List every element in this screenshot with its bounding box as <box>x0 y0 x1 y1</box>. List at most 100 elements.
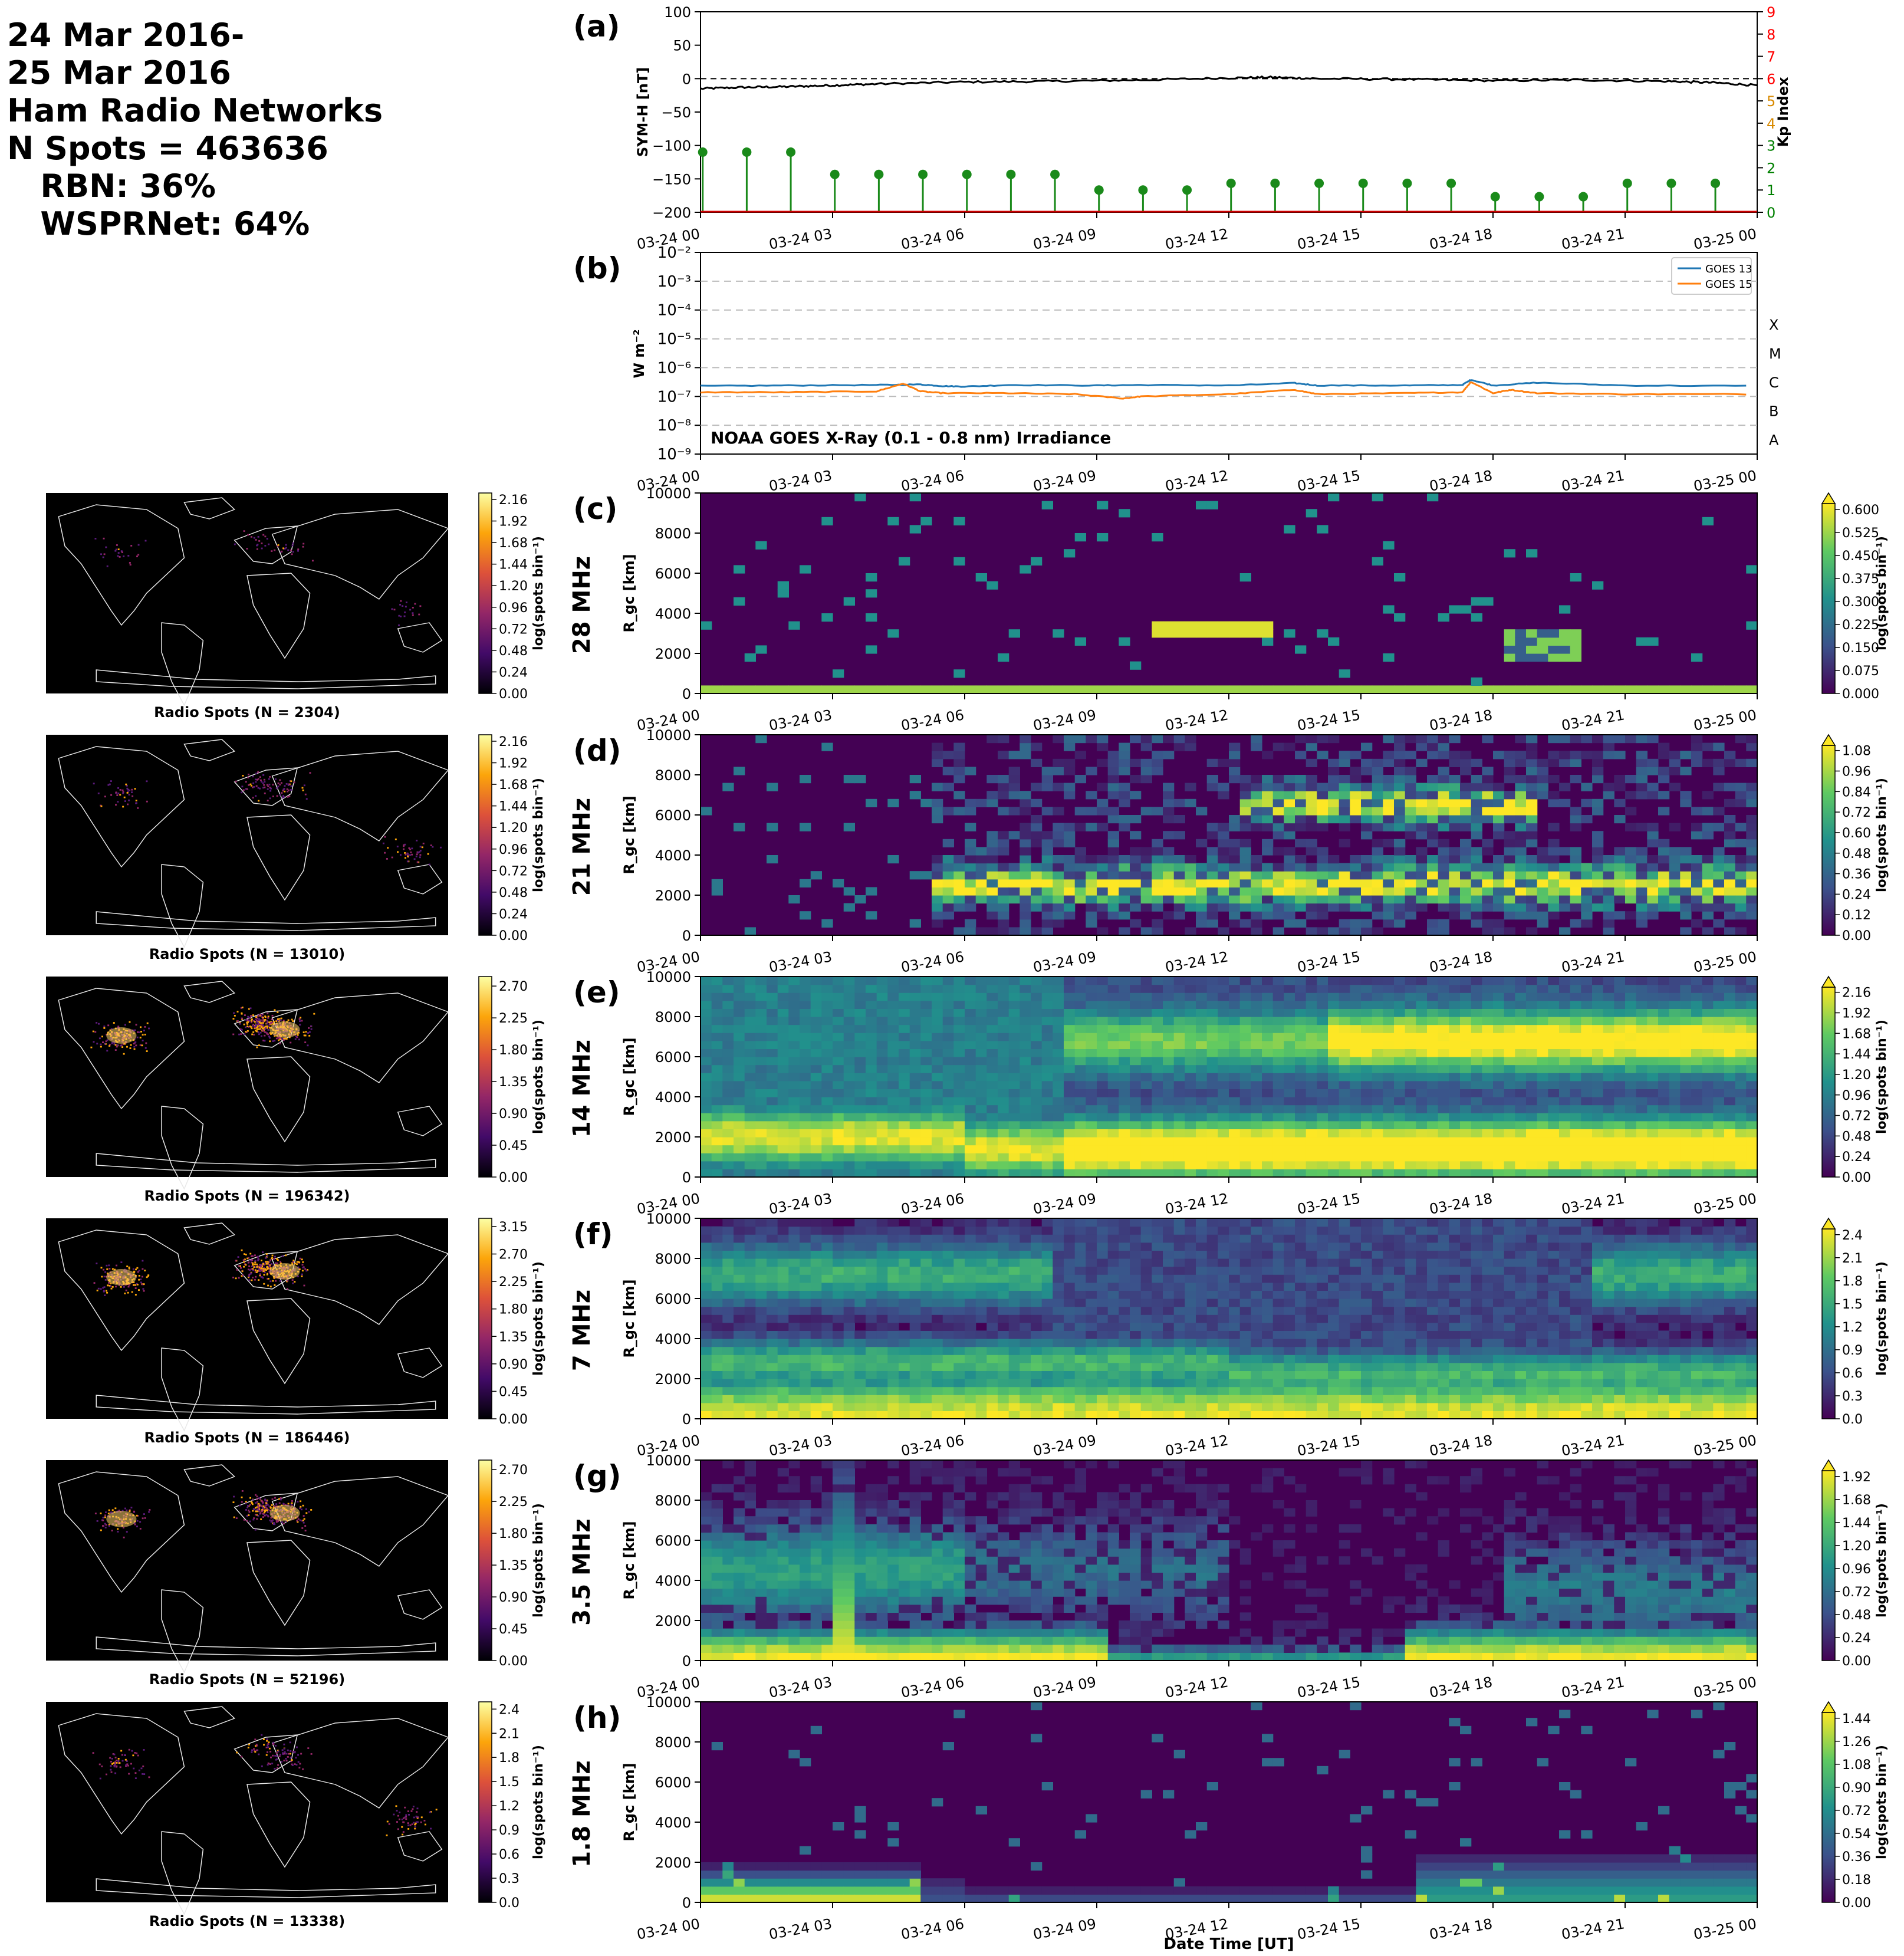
rti-cell <box>1504 629 1515 638</box>
y-tick-label: 4000 <box>655 847 691 864</box>
rti-cell <box>1405 751 1416 760</box>
rti-cell <box>1658 1104 1670 1113</box>
rti-cell <box>1251 815 1262 824</box>
rti-cell <box>1372 927 1383 936</box>
rti-cell <box>1559 645 1571 654</box>
rti-cell <box>722 1169 734 1178</box>
rti-cell <box>1272 1048 1284 1057</box>
rti-cell <box>1449 1017 1461 1025</box>
rti-cell <box>998 879 1009 887</box>
rti-cell <box>1206 1169 1218 1178</box>
rti-cell <box>866 911 877 920</box>
rti-cell <box>1515 1080 1527 1089</box>
rti-cell <box>1647 1000 1659 1009</box>
spot-dot <box>302 789 304 791</box>
rti-cell <box>965 871 976 880</box>
rti-cell <box>1328 637 1340 646</box>
rti-cell <box>1702 807 1714 816</box>
spot-dot <box>119 789 121 791</box>
rti-cell <box>1460 855 1472 864</box>
rti-cell <box>1140 685 1152 694</box>
rti-cell <box>1031 1097 1043 1106</box>
spot-dot <box>288 789 290 791</box>
rti-cell <box>1548 637 1560 646</box>
rti-cell <box>833 1080 844 1089</box>
rti-cell <box>1130 1080 1142 1089</box>
rti-cell <box>1262 637 1274 646</box>
rti-cell <box>734 823 745 831</box>
rti-cell <box>1229 1008 1241 1017</box>
rti-cell <box>1097 1033 1109 1041</box>
rti-cell <box>1383 1104 1395 1113</box>
rti-cell <box>1284 847 1295 856</box>
rti-cell <box>1438 1089 1449 1097</box>
rti-cell <box>1097 903 1109 912</box>
rti-cell <box>1493 895 1505 904</box>
header-line: Ham Radio Networks <box>7 92 383 129</box>
rti-cell <box>1383 863 1395 872</box>
rti-cell <box>1691 751 1703 760</box>
rti-cell <box>1504 984 1515 993</box>
y-tick-label: −200 <box>652 205 691 221</box>
rti-cell <box>1173 629 1185 638</box>
rti-cell <box>1416 1008 1428 1017</box>
rti-cell <box>1625 685 1637 694</box>
spot-dot <box>248 774 250 775</box>
rti-cell <box>1548 1040 1560 1049</box>
rti-cell <box>1614 1113 1626 1122</box>
spot-dot <box>123 1053 125 1055</box>
rti-cell <box>1163 621 1175 630</box>
rti-cell <box>1328 1048 1340 1057</box>
rti-cell <box>1218 879 1229 887</box>
rti-cell <box>899 1057 910 1066</box>
rti-cell <box>1152 1145 1163 1153</box>
rti-cell <box>1317 791 1328 800</box>
rti-cell <box>998 807 1009 816</box>
rti-cell <box>1130 1048 1142 1057</box>
rti-cell <box>854 1137 866 1146</box>
rti-cell <box>1636 984 1647 993</box>
rti-cell <box>843 1073 855 1081</box>
rti-cell <box>1427 1145 1439 1153</box>
rti-cell <box>1570 984 1581 993</box>
rti-cell <box>1526 1145 1538 1153</box>
rti-cell <box>1031 863 1043 872</box>
rti-cell <box>1647 1064 1659 1073</box>
rti-cell <box>843 823 855 831</box>
rti-cell <box>1305 887 1317 896</box>
cbar-label: log(spots bin⁻¹) <box>531 536 546 650</box>
rti-cell <box>1438 1153 1449 1162</box>
rti-cell <box>909 1120 921 1129</box>
rti-cell <box>843 1097 855 1106</box>
rti-cell <box>1614 1080 1626 1089</box>
rti-cell <box>1328 493 1340 502</box>
rti-cell <box>734 1048 745 1057</box>
rti-cell <box>1482 927 1494 936</box>
rti-cell <box>1305 1129 1317 1138</box>
rti-cell <box>1526 1000 1538 1009</box>
rti-cell <box>755 1113 767 1122</box>
rti-cell <box>1339 1169 1350 1178</box>
rti-cell <box>986 871 998 880</box>
rti-cell <box>1592 1008 1604 1017</box>
rti-cell <box>1008 1073 1020 1081</box>
rti-cell <box>1372 1097 1383 1106</box>
rti-cell <box>1427 823 1439 831</box>
rti-cell <box>1361 984 1373 993</box>
rti-cell <box>1493 1080 1505 1089</box>
rti-cell <box>998 839 1009 847</box>
x-tick-label: 03-24 12 <box>1164 225 1229 252</box>
rti-cell <box>1317 1008 1328 1017</box>
rti-cell <box>1031 1089 1043 1097</box>
rti-cell <box>1305 1089 1317 1097</box>
rti-cell <box>1702 911 1714 920</box>
rti-cell <box>1064 1017 1076 1025</box>
rti-cell <box>1515 798 1527 807</box>
rti-cell <box>1020 1064 1031 1073</box>
rti-cell <box>1239 977 1251 985</box>
header-line: N Spots = 463636 <box>7 130 328 167</box>
rti-cell <box>1130 1169 1142 1178</box>
rti-cell <box>1305 1113 1317 1122</box>
rti-cell <box>1097 1040 1109 1049</box>
spot-dot <box>271 550 273 552</box>
